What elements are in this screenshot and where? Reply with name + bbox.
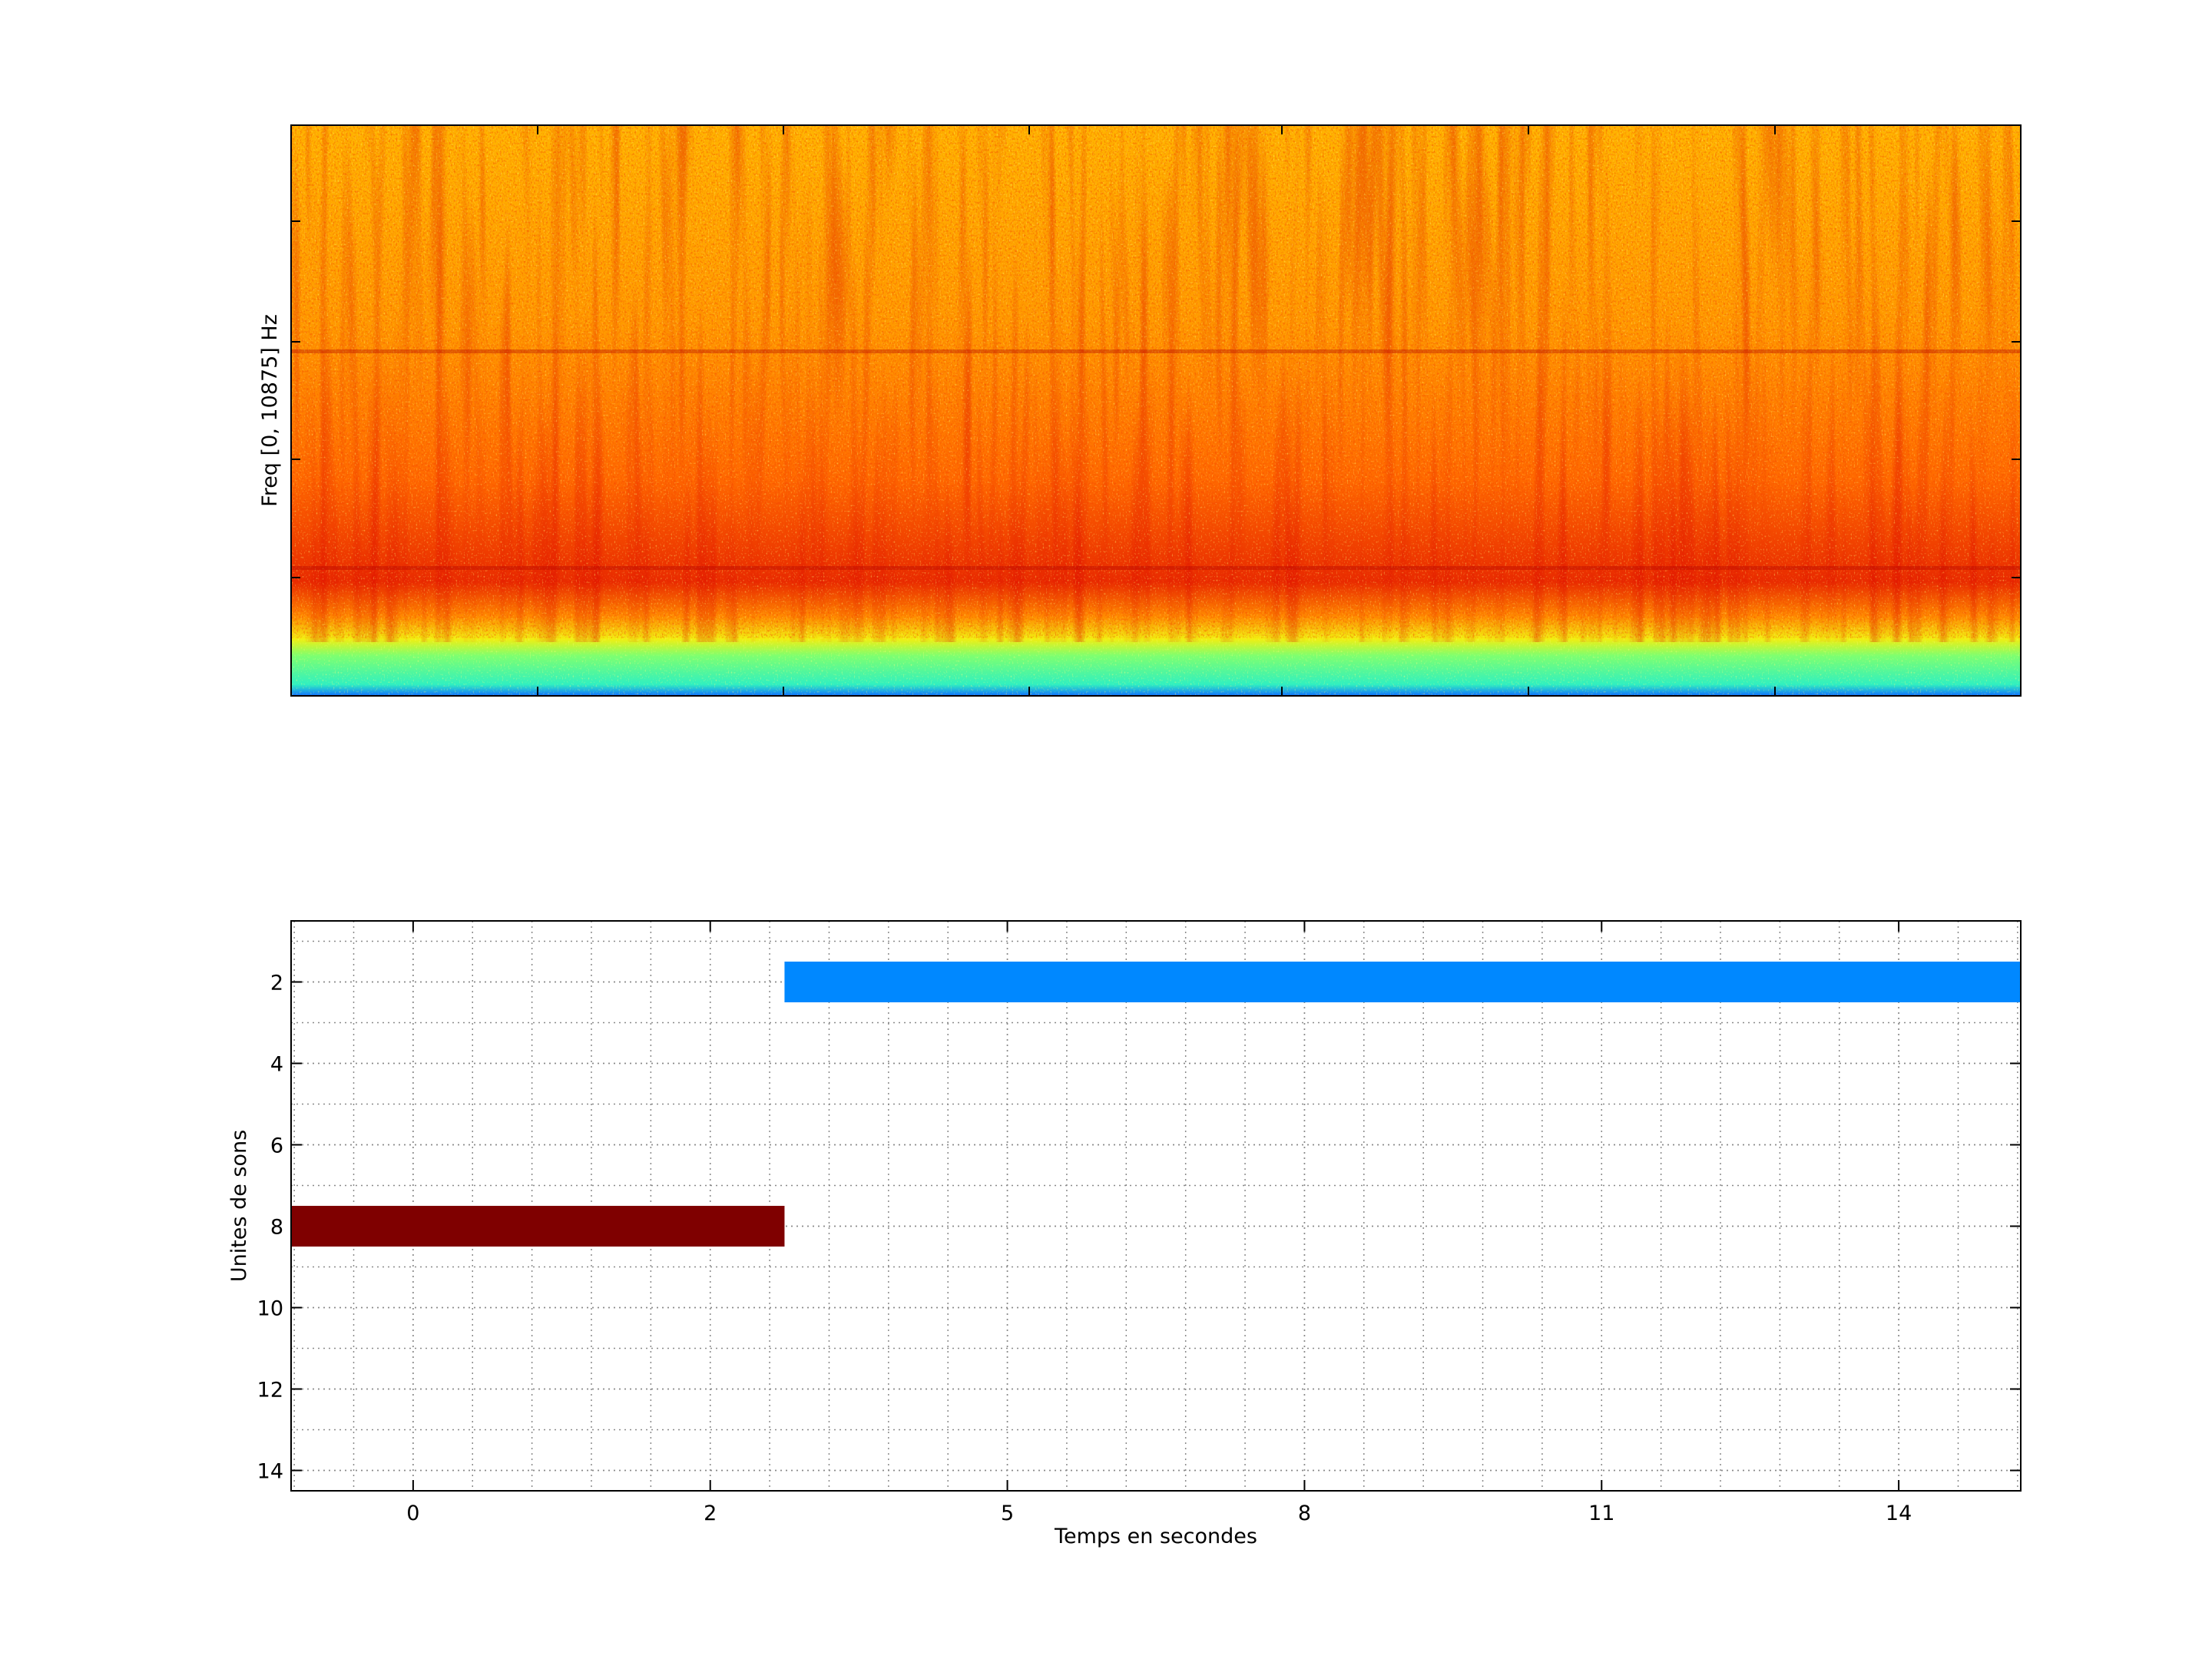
spectrogram-band bbox=[291, 566, 2021, 570]
x-axis-label: Temps en secondes bbox=[1054, 1525, 1257, 1548]
timeline-axes: 0 2 5 8 11 14 2 4 6 8 10 12 14 Temps en secondes Unite… bbox=[227, 920, 2022, 1548]
x-tick-label: 2 bbox=[704, 1502, 717, 1525]
y-tick-label: 4 bbox=[270, 1053, 283, 1077]
y-axis-label: Freq [0, 10875] Hz bbox=[258, 314, 282, 507]
axes-frame bbox=[290, 920, 2022, 1492]
segment-bar bbox=[291, 1206, 785, 1247]
y-tick-label: 6 bbox=[270, 1134, 283, 1158]
y-tick-label: 14 bbox=[257, 1460, 283, 1484]
y-tick-label: 10 bbox=[257, 1297, 283, 1321]
y-tick-label: 12 bbox=[257, 1379, 283, 1402]
spectrogram-image bbox=[291, 125, 2021, 696]
x-tick-label: 8 bbox=[1298, 1502, 1311, 1525]
x-tick-label: 14 bbox=[1886, 1502, 1912, 1525]
x-tick-label: 0 bbox=[406, 1502, 419, 1525]
y-tick-label: 2 bbox=[270, 972, 283, 995]
axes-frame bbox=[290, 124, 2022, 697]
spectrogram-axes: Freq [0, 10875] Hz bbox=[258, 124, 2022, 697]
y-tick-label: 8 bbox=[270, 1216, 283, 1240]
y-axis-label: Unites de sons bbox=[227, 1130, 251, 1282]
x-tick-label: 5 bbox=[1001, 1502, 1014, 1525]
spectrogram-band bbox=[291, 349, 2021, 353]
segment-bar bbox=[784, 962, 2022, 1002]
x-tick-label: 11 bbox=[1588, 1502, 1614, 1525]
spectrogram-glint bbox=[291, 125, 2021, 696]
